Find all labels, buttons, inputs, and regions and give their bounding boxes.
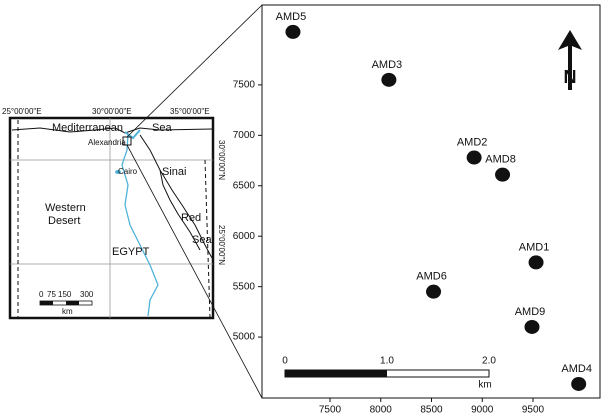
delta xyxy=(124,129,141,140)
scale-label: 1.0 xyxy=(380,356,394,367)
place-label: EGYPT xyxy=(112,246,150,258)
sample-point xyxy=(381,72,397,87)
connector xyxy=(126,144,263,399)
coastline xyxy=(11,127,213,134)
scale-label: 150 xyxy=(58,290,72,299)
place-label: Sea xyxy=(192,234,212,246)
y-tick-label: 6000 xyxy=(233,231,256,242)
place-label: Sea xyxy=(152,122,172,134)
x-tick-label: 8000 xyxy=(370,405,393,416)
place-label: Western xyxy=(45,202,86,214)
x-tick-label: 9500 xyxy=(522,405,545,416)
point-label: AMD9 xyxy=(515,306,546,318)
scale-label: 2.0 xyxy=(482,356,496,367)
scale-label: 300 xyxy=(80,290,94,299)
point-label: AMD4 xyxy=(561,363,592,375)
point-label: AMD6 xyxy=(416,271,447,283)
sample-point xyxy=(571,376,587,391)
north-arrow xyxy=(558,30,582,90)
sample-point xyxy=(285,24,301,39)
sample-point xyxy=(495,167,511,182)
scale-label: km xyxy=(62,307,73,316)
scale-label: 0 xyxy=(39,290,44,299)
scale-label: 0 xyxy=(282,356,288,367)
longitude-label: 25°00'00"E xyxy=(2,107,42,116)
lake xyxy=(115,170,121,174)
point-label: AMD3 xyxy=(372,59,403,71)
sample-point xyxy=(524,319,540,334)
y-tick-label: 7500 xyxy=(233,80,256,91)
scale-bar xyxy=(285,370,387,377)
scale-bar xyxy=(40,301,53,305)
point-label: AMD1 xyxy=(519,241,550,253)
place-label: Desert xyxy=(48,215,80,227)
scale-unit: km xyxy=(478,380,491,391)
plot-frame xyxy=(261,4,601,399)
place-label: Alexandria xyxy=(88,138,126,147)
x-tick-label: 9000 xyxy=(471,405,494,416)
y-tick-label: 7000 xyxy=(233,130,256,141)
scale-bar xyxy=(66,301,79,305)
place-label: Mediterranean xyxy=(52,122,123,134)
sample-point xyxy=(426,284,442,299)
x-tick-label: 8500 xyxy=(420,405,443,416)
inset-map: 25°00'00"E 30°00'00"E 35°00'00"E 30°00'0… xyxy=(2,107,226,320)
scale-label: 75 xyxy=(47,290,56,299)
sample-point xyxy=(528,255,544,270)
y-tick-label: 5000 xyxy=(233,332,256,343)
north-label: N xyxy=(564,67,577,87)
longitude-label: 30°00'00"E xyxy=(92,107,132,116)
latitude-label: 30°00'00"N xyxy=(217,140,226,180)
place-label: Sinai xyxy=(162,166,186,178)
connector xyxy=(126,4,263,138)
nile xyxy=(121,134,159,317)
sample-point xyxy=(466,150,482,165)
coastline xyxy=(159,169,201,251)
coastline xyxy=(139,134,213,259)
point-label: AMD2 xyxy=(457,136,488,148)
y-tick-label: 5500 xyxy=(233,281,256,292)
point-label: AMD8 xyxy=(485,154,516,166)
longitude-label: 35°00'00"E xyxy=(170,107,210,116)
x-tick-label: 7500 xyxy=(319,405,342,416)
inset-frame xyxy=(8,116,215,320)
border xyxy=(17,120,211,319)
y-tick-label: 6500 xyxy=(233,180,256,191)
place-label: Red xyxy=(181,212,201,224)
place-label: Cairo xyxy=(118,167,138,176)
point-label: AMD5 xyxy=(276,11,307,23)
latitude-label: 25°00'00"N xyxy=(217,225,226,265)
